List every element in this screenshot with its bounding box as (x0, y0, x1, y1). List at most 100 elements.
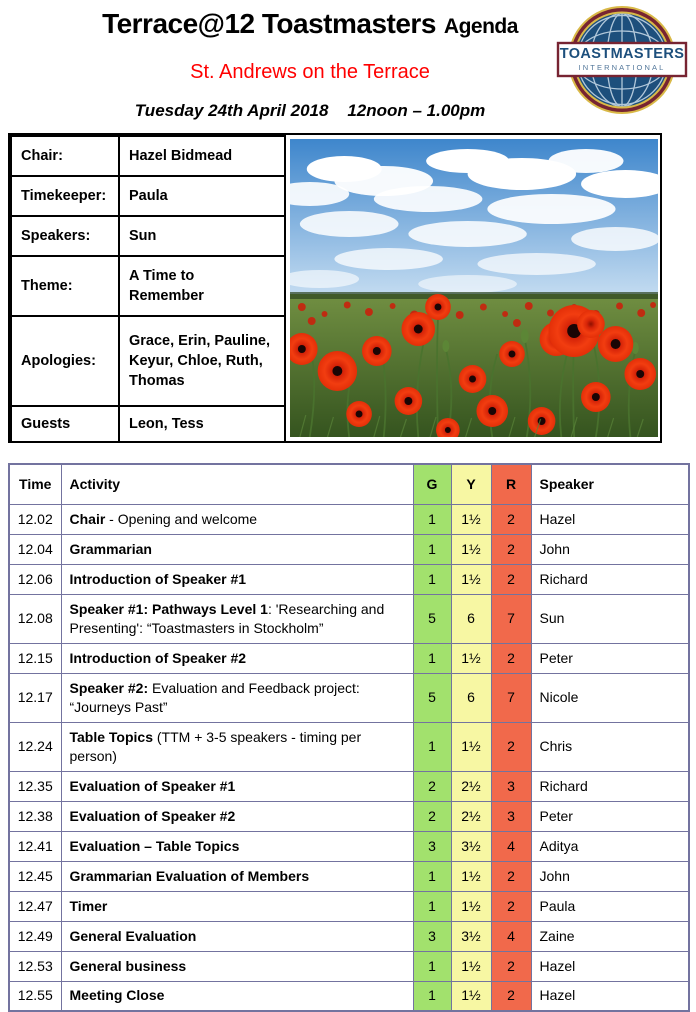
speaker-cell: Paula (530, 890, 690, 922)
time-cell: 12.04 (8, 533, 62, 565)
agenda-row: 12.06 Introduction of Speaker #1 1 1½ 2 … (8, 563, 690, 595)
yellow-time-cell: 1½ (450, 980, 492, 1012)
agenda-row: 12.04 Grammarian 1 1½ 2 John (8, 533, 690, 565)
page-title: Terrace@12 Toastmasters Agenda (0, 8, 620, 40)
page-title-suffix: Agenda (443, 15, 519, 38)
agenda-row: 12.45 Grammarian Evaluation of Members 1… (8, 860, 690, 892)
yellow-time-cell: 2½ (450, 770, 492, 802)
red-time-cell: 2 (490, 642, 532, 674)
speaker-cell: Richard (530, 770, 690, 802)
time-header: Time (8, 463, 62, 505)
yellow-time-cell: 6 (450, 672, 492, 723)
yellow-time-cell: 6 (450, 593, 492, 644)
time-cell: 12.08 (8, 593, 62, 644)
time-cell: 12.53 (8, 950, 62, 982)
green-time-cell: 1 (412, 890, 452, 922)
info-row-speakers: Speakers: Sun (10, 215, 286, 257)
info-value: Leon, Tess (118, 405, 286, 443)
agenda-row: 12.02 Chair - Opening and welcome 1 1½ 2… (8, 503, 690, 535)
yellow-header: Y (450, 463, 492, 505)
toastmasters-logo-icon: TOASTMASTERS INTERNATIONAL (554, 3, 690, 117)
info-row-apologies: Apologies: Grace, Erin, Pauline, Keyur, … (10, 315, 286, 407)
green-time-cell: 2 (412, 800, 452, 832)
info-value: A Time to Remember (118, 255, 286, 317)
activity-cell: Introduction of Speaker #2 (60, 642, 414, 674)
activity-cell: Speaker #2: Evaluation and Feedback proj… (60, 672, 414, 723)
agenda-row: 12.24 Table Topics (TTM + 3-5 speakers -… (8, 721, 690, 772)
agenda-row: 12.17 Speaker #2: Evaluation and Feedbac… (8, 672, 690, 723)
agenda-header-row: Time Activity G Y R Speaker (8, 463, 690, 505)
time-cell: 12.06 (8, 563, 62, 595)
time-cell: 12.55 (8, 980, 62, 1012)
info-value: Grace, Erin, Pauline, Keyur, Chloe, Ruth… (118, 315, 286, 407)
green-time-cell: 1 (412, 860, 452, 892)
speaker-cell: John (530, 860, 690, 892)
red-time-cell: 3 (490, 770, 532, 802)
speaker-cell: Nicole (530, 672, 690, 723)
activity-cell: Grammarian (60, 533, 414, 565)
venue-subtitle: St. Andrews on the Terrace (190, 61, 430, 83)
activity-cell: Speaker #1: Pathways Level 1: 'Researchi… (60, 593, 414, 644)
green-time-cell: 1 (412, 533, 452, 565)
time-cell: 12.24 (8, 721, 62, 772)
yellow-time-cell: 2½ (450, 800, 492, 832)
agenda-row: 12.41 Evaluation – Table Topics 3 3½ 4 A… (8, 830, 690, 862)
yellow-time-cell: 1½ (450, 950, 492, 982)
speaker-cell: Peter (530, 800, 690, 832)
meeting-info-section: Chair: Hazel Bidmead Timekeeper: Paula S… (8, 133, 662, 443)
logo-text-toastmasters: TOASTMASTERS (560, 46, 685, 62)
activity-cell: General business (60, 950, 414, 982)
activity-cell: Grammarian Evaluation of Members (60, 860, 414, 892)
yellow-time-cell: 1½ (450, 642, 492, 674)
meeting-info-table: Chair: Hazel Bidmead Timekeeper: Paula S… (10, 135, 286, 443)
red-time-cell: 7 (490, 672, 532, 723)
red-header: R (490, 463, 532, 505)
yellow-time-cell: 1½ (450, 860, 492, 892)
red-time-cell: 3 (490, 800, 532, 832)
info-value: Sun (118, 215, 286, 257)
speaker-cell: Peter (530, 642, 690, 674)
green-time-cell: 1 (412, 642, 452, 674)
red-time-cell: 2 (490, 890, 532, 922)
yellow-time-cell: 1½ (450, 721, 492, 772)
yellow-time-cell: 1½ (450, 890, 492, 922)
poppy-field-image (286, 135, 660, 441)
info-label: Speakers: (10, 215, 120, 257)
time-cell: 12.45 (8, 860, 62, 892)
activity-cell: Evaluation of Speaker #1 (60, 770, 414, 802)
speaker-cell: John (530, 533, 690, 565)
red-time-cell: 2 (490, 950, 532, 982)
time-cell: 12.49 (8, 920, 62, 952)
agenda-row: 12.08 Speaker #1: Pathways Level 1: 'Res… (8, 593, 690, 644)
time-cell: 12.38 (8, 800, 62, 832)
info-value: Hazel Bidmead (118, 135, 286, 177)
yellow-time-cell: 1½ (450, 503, 492, 535)
red-time-cell: 2 (490, 563, 532, 595)
time-cell: 12.47 (8, 890, 62, 922)
agenda-row: 12.49 General Evaluation 3 3½ 4 Zaine (8, 920, 690, 952)
speaker-cell: Zaine (530, 920, 690, 952)
speaker-cell: Chris (530, 721, 690, 772)
logo-text-international: INTERNATIONAL (579, 63, 666, 72)
red-time-cell: 2 (490, 721, 532, 772)
activity-cell: General Evaluation (60, 920, 414, 952)
red-time-cell: 2 (490, 503, 532, 535)
green-header: G (412, 463, 452, 505)
red-time-cell: 7 (490, 593, 532, 644)
agenda-row: 12.53 General business 1 1½ 2 Hazel (8, 950, 690, 982)
green-time-cell: 1 (412, 980, 452, 1012)
time-cell: 12.15 (8, 642, 62, 674)
activity-cell: Evaluation – Table Topics (60, 830, 414, 862)
green-time-cell: 1 (412, 950, 452, 982)
info-row-timekeeper: Timekeeper: Paula (10, 175, 286, 217)
page-title-main: Terrace@12 Toastmasters (102, 8, 436, 39)
info-label: Theme: (10, 255, 120, 317)
green-time-cell: 1 (412, 721, 452, 772)
activity-cell: Chair - Opening and welcome (60, 503, 414, 535)
activity-cell: Evaluation of Speaker #2 (60, 800, 414, 832)
activity-header: Activity (60, 463, 414, 505)
red-time-cell: 2 (490, 980, 532, 1012)
time-cell: 12.35 (8, 770, 62, 802)
info-label: Apologies: (10, 315, 120, 407)
speaker-cell: Richard (530, 563, 690, 595)
